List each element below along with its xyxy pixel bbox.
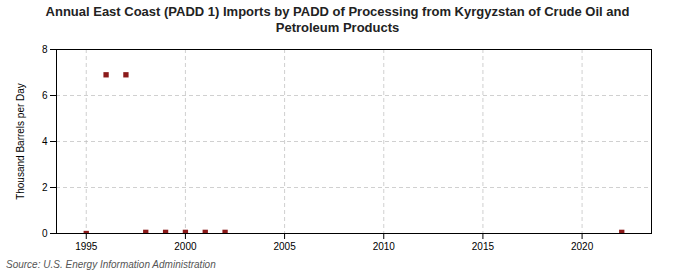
html-text:Annual East Coast (PADD 1) Imp: Annual East Coast (PADD 1) Imports by PA…: [45, 4, 630, 35]
svg-text:4: 4: [42, 136, 48, 147]
svg-text:2000: 2000: [174, 241, 197, 252]
svg-text:8: 8: [42, 44, 48, 55]
svg-text:0: 0: [42, 228, 48, 239]
svg-text:2: 2: [42, 182, 48, 193]
svg-text:2005: 2005: [273, 241, 296, 252]
svg-text:2010: 2010: [373, 241, 396, 252]
svg-text:2020: 2020: [571, 241, 594, 252]
svg-text:2015: 2015: [472, 241, 495, 252]
svg-text:6: 6: [42, 90, 48, 101]
html-text:Source: U.S. Energy Informatio: Source: U.S. Energy Information Administ…: [6, 259, 216, 271]
svg-text:Thousand Barrels per Day: Thousand Barrels per Day: [15, 83, 26, 200]
svg-text:1995: 1995: [75, 241, 98, 252]
